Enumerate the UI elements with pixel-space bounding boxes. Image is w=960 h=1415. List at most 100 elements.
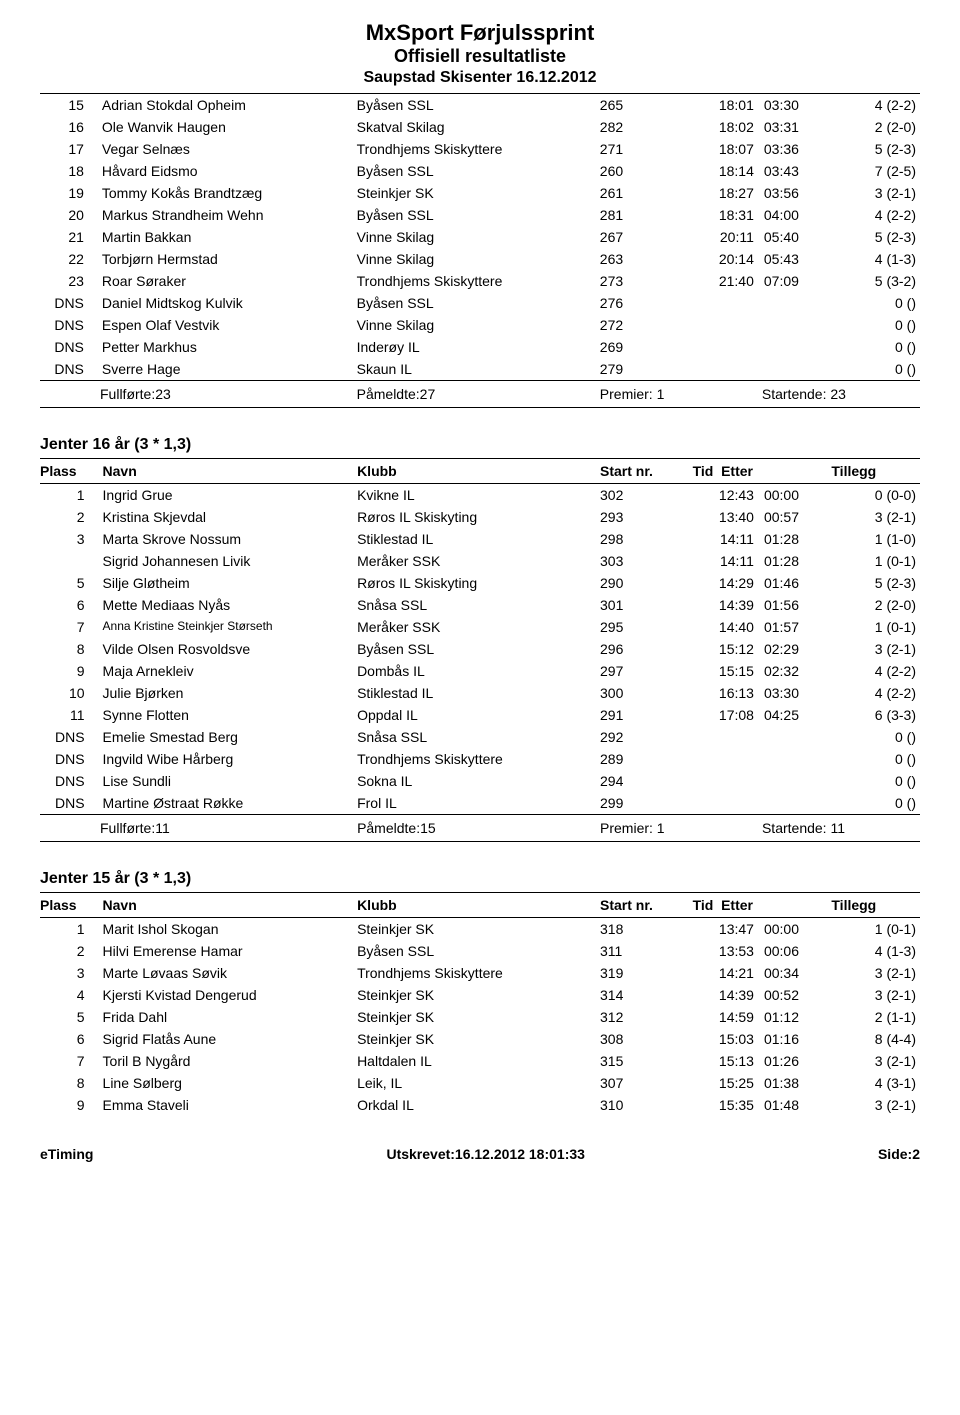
cell-start: 261 [596,182,689,204]
cell-etter [758,792,827,815]
cell-tid: 18:02 [688,116,757,138]
cell-etter: 00:00 [758,918,827,941]
cell-tid: 14:11 [689,528,758,550]
cell-tid: 14:39 [689,594,758,616]
results-table: PlassNavnKlubbStart nr.Tid EtterTillegg1… [40,458,920,842]
cell-tid [688,314,757,336]
cell-navn: Markus Strandheim Wehn [98,204,353,226]
cell-klubb: Vinne Skilag [353,226,596,248]
summary-premier: Premier: 1 [596,815,758,842]
col-klubb: Klubb [353,459,596,484]
table-row: 4Kjersti Kvistad DengerudSteinkjer SK314… [40,984,920,1006]
cell-start: 292 [596,726,689,748]
summary-startende: Startende: 23 [758,381,920,408]
cell-tid: 20:11 [688,226,757,248]
cell-etter: 01:48 [758,1094,827,1116]
cell-tid: 15:03 [689,1028,758,1050]
cell-start: 310 [596,1094,689,1116]
results-container: 15Adrian Stokdal OpheimByåsen SSL26518:0… [40,93,920,1116]
cell-navn: Martine Østraat Røkke [99,792,354,815]
table-row: 2Hilvi Emerense HamarByåsen SSL31113:530… [40,940,920,962]
cell-klubb: Trondhjems Skiskyttere [353,748,596,770]
cell-etter [758,748,827,770]
cell-etter: 01:12 [758,1006,827,1028]
cell-plass: 2 [40,940,99,962]
cell-klubb: Røros IL Skiskyting [353,572,596,594]
cell-klubb: Oppdal IL [353,704,596,726]
cell-plass: 8 [40,638,99,660]
cell-etter [758,358,827,381]
cell-navn: Frida Dahl [99,1006,354,1028]
cell-etter: 05:40 [758,226,827,248]
cell-navn: Petter Markhus [98,336,353,358]
cell-navn: Marta Skrove Nossum [99,528,354,550]
cell-klubb: Trondhjems Skiskyttere [353,138,596,160]
cell-etter: 01:16 [758,1028,827,1050]
cell-plass: 3 [40,962,99,984]
cell-tid: 15:25 [689,1072,758,1094]
summary-fullforte: Fullførte:11 [40,815,353,842]
cell-tillegg: 4 (2-2) [827,660,920,682]
cell-etter: 04:00 [758,204,827,226]
table-row: Sigrid Johannesen LivikMeråker SSK30314:… [40,550,920,572]
cell-etter [758,336,827,358]
cell-klubb: Vinne Skilag [353,314,596,336]
cell-tillegg: 7 (2-5) [827,160,920,182]
cell-etter: 03:36 [758,138,827,160]
cell-tillegg: 3 (2-1) [827,962,920,984]
cell-tillegg: 0 () [827,770,920,792]
cell-tid [689,726,758,748]
cell-navn: Emelie Smestad Berg [99,726,354,748]
cell-tid [689,792,758,815]
cell-tid: 15:12 [689,638,758,660]
cell-plass: 16 [40,116,98,138]
summary-row: Fullførte:11Påmeldte:15Premier: 1Starten… [40,815,920,842]
cell-tillegg: 3 (2-1) [827,182,920,204]
cell-klubb: Steinkjer SK [353,1028,596,1050]
cell-tillegg: 5 (2-3) [827,572,920,594]
table-row: 15Adrian Stokdal OpheimByåsen SSL26518:0… [40,94,920,117]
cell-navn: Maja Arnekleiv [99,660,354,682]
cell-navn: Roar Søraker [98,270,353,292]
cell-tillegg: 4 (2-2) [827,682,920,704]
cell-plass: 11 [40,704,99,726]
cell-start: 298 [596,528,689,550]
table-row: 22Torbjørn HermstadVinne Skilag26320:140… [40,248,920,270]
cell-tid: 12:43 [689,484,758,507]
results-table: PlassNavnKlubbStart nr.Tid EtterTillegg1… [40,892,920,1116]
cell-tillegg: 0 () [827,292,920,314]
table-row: DNSEmelie Smestad BergSnåsa SSL2920 () [40,726,920,748]
cell-tillegg: 2 (1-1) [827,1006,920,1028]
cell-plass: DNS [40,314,98,336]
table-row: 5Frida DahlSteinkjer SK31214:5901:122 (1… [40,1006,920,1028]
cell-klubb: Meråker SSK [353,616,596,638]
cell-klubb: Snåsa SSL [353,726,596,748]
cell-navn: Torbjørn Hermstad [98,248,353,270]
cell-tid: 16:13 [689,682,758,704]
cell-klubb: Skatval Skilag [353,116,596,138]
table-row: 7Anna Kristine Steinkjer StørsethMeråker… [40,616,920,638]
table-row: 9Emma StaveliOrkdal IL31015:3501:483 (2-… [40,1094,920,1116]
cell-tid: 13:47 [689,918,758,941]
cell-plass: 1 [40,484,99,507]
cell-start: 311 [596,940,689,962]
cell-tillegg: 5 (3-2) [827,270,920,292]
cell-tillegg: 3 (2-1) [827,506,920,528]
cell-tillegg: 5 (2-3) [827,226,920,248]
cell-klubb: Trondhjems Skiskyttere [353,270,596,292]
col-plass: Plass [40,893,99,918]
cell-klubb: Trondhjems Skiskyttere [353,962,596,984]
cell-etter: 01:46 [758,572,827,594]
cell-tillegg: 0 () [827,336,920,358]
cell-navn: Synne Flotten [99,704,354,726]
cell-start: 263 [596,248,689,270]
cell-tillegg: 4 (1-3) [827,940,920,962]
table-row: DNSEspen Olaf VestvikVinne Skilag2720 () [40,314,920,336]
cell-navn: Sigrid Johannesen Livik [99,550,354,572]
cell-navn: Anna Kristine Steinkjer Størseth [99,616,354,638]
cell-plass: 1 [40,918,99,941]
cell-tillegg: 0 () [827,792,920,815]
cell-start: 282 [596,116,689,138]
cell-klubb: Vinne Skilag [353,248,596,270]
cell-plass: 6 [40,1028,99,1050]
